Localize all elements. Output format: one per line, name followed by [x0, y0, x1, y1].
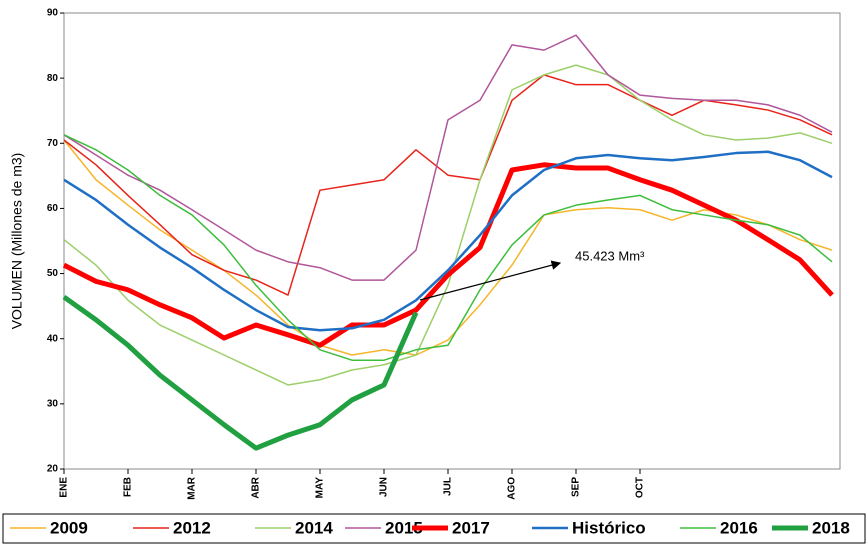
legend-label: 2012 [173, 518, 211, 537]
legend-label: Histórico [572, 518, 646, 537]
y-tick-label: 90 [47, 8, 59, 19]
x-tick-label: MAR [187, 476, 198, 500]
y-axis-label: VOLUMEN (Millones de m3) [9, 153, 25, 330]
y-tick-label: 30 [47, 398, 59, 409]
series-line [63, 34, 833, 281]
legend-label: 2018 [812, 518, 850, 537]
x-tick-label: ENE [59, 477, 70, 498]
series-line [63, 74, 833, 296]
series-line [63, 150, 833, 332]
series-line [63, 134, 833, 361]
series-line [62, 294, 419, 451]
y-tick-label: 80 [47, 73, 59, 84]
legend-label: 2016 [720, 518, 758, 537]
x-tick-label: OCT [635, 477, 646, 498]
y-tick-label: 60 [47, 203, 59, 214]
x-tick-label: SEP [571, 477, 582, 497]
x-tick-label: JUL [443, 477, 454, 496]
y-tick-label: 40 [47, 333, 59, 344]
annotation-arrow [419, 260, 562, 301]
x-tick-label: MAY [315, 477, 326, 499]
legend-label: 2014 [295, 518, 333, 537]
y-tick-label: 70 [47, 138, 59, 149]
plot-frame [63, 12, 841, 470]
series-line [63, 64, 833, 386]
x-tick-label: FEB [123, 477, 134, 497]
annotation: 45.423 Mm³ [575, 248, 645, 263]
x-tick-label: JUN [379, 477, 390, 497]
legend-label: 2015 [385, 518, 423, 537]
x-tick-label: ABR [251, 476, 262, 498]
y-tick-label: 50 [47, 268, 59, 279]
series-line [62, 162, 834, 348]
legend-label: 2017 [452, 518, 490, 537]
legend-box [2, 513, 866, 544]
y-tick-label: 20 [47, 464, 59, 475]
series-line [63, 139, 833, 356]
legend-label: 2009 [50, 518, 88, 537]
x-tick-label: AGO [507, 477, 518, 500]
